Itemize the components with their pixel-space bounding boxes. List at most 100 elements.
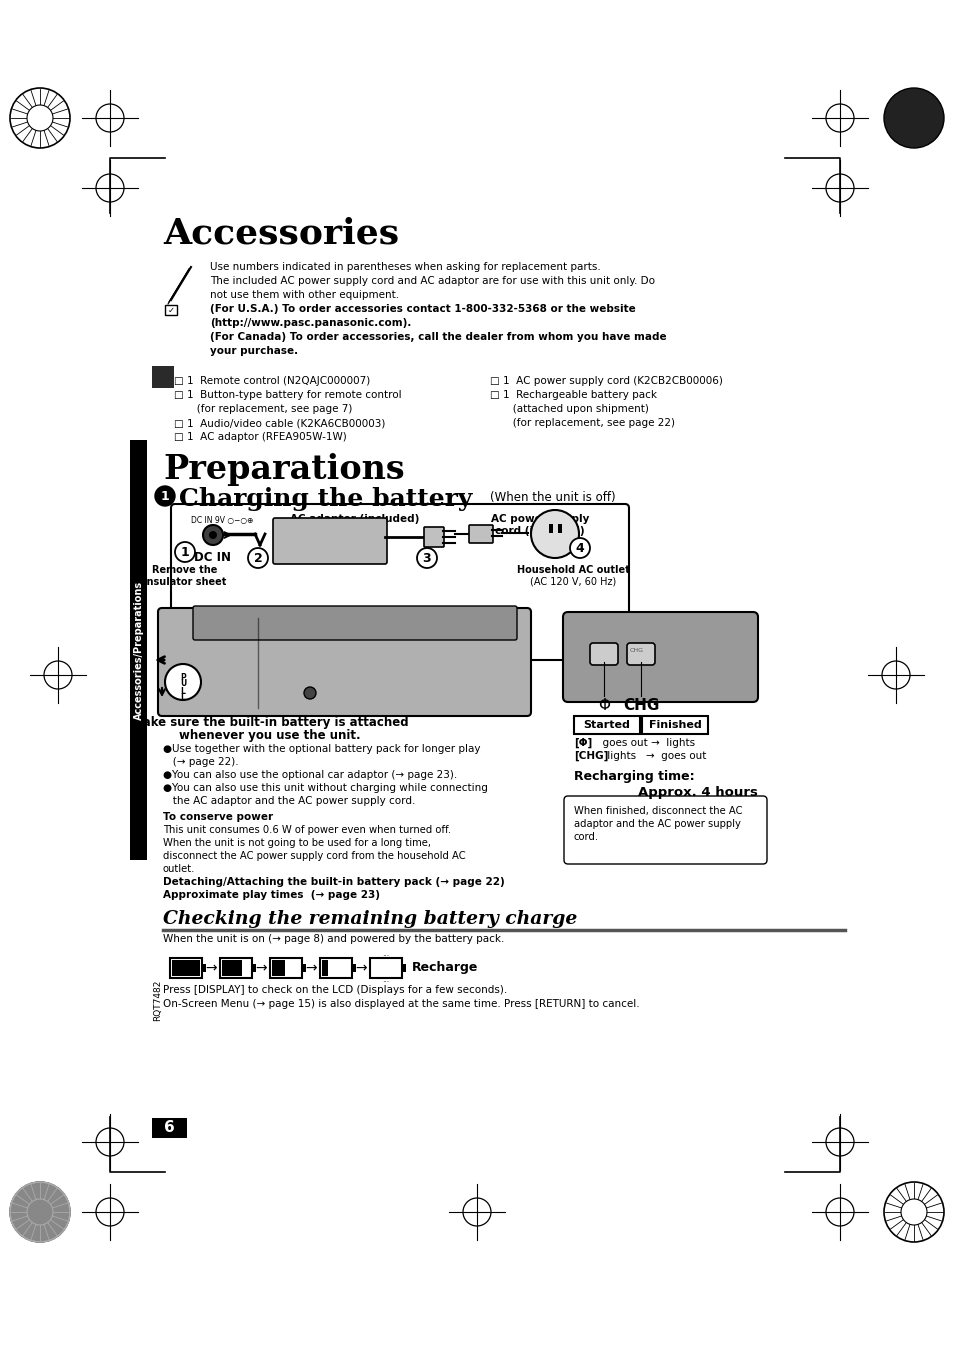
Text: U: U xyxy=(180,680,186,689)
Text: Press [DISPLAY] to check on the LCD (Displays for a few seconds).: Press [DISPLAY] to check on the LCD (Dis… xyxy=(163,985,507,994)
Text: □ 1  Audio/video cable (K2KA6CB00003): □ 1 Audio/video cable (K2KA6CB00003) xyxy=(173,417,385,428)
Text: DC IN: DC IN xyxy=(194,551,232,563)
Text: →: → xyxy=(305,961,316,975)
Circle shape xyxy=(10,88,70,149)
Text: Household AC outlet: Household AC outlet xyxy=(517,565,629,576)
Bar xyxy=(370,958,401,978)
Circle shape xyxy=(165,663,201,700)
Text: □ 1  AC power supply cord (K2CB2CB00006): □ 1 AC power supply cord (K2CB2CB00006) xyxy=(490,376,722,386)
FancyBboxPatch shape xyxy=(193,607,517,640)
Text: When finished, disconnect the AC: When finished, disconnect the AC xyxy=(574,807,741,816)
Text: The included AC power supply cord and AC adaptor are for use with this unit only: The included AC power supply cord and AC… xyxy=(210,276,655,286)
Bar xyxy=(322,961,327,975)
Text: Recharging time:: Recharging time: xyxy=(574,770,694,784)
Bar xyxy=(220,958,252,978)
Bar xyxy=(270,958,302,978)
FancyBboxPatch shape xyxy=(641,716,707,734)
Text: Approx. 4 hours: Approx. 4 hours xyxy=(638,786,758,798)
Text: DC IN 9V ○−○⊕: DC IN 9V ○−○⊕ xyxy=(191,516,253,526)
Text: goes out →  lights: goes out → lights xyxy=(596,738,695,748)
Text: □ 1  Rechargeable battery pack: □ 1 Rechargeable battery pack xyxy=(490,390,657,400)
Text: ●You can also use this unit without charging while connecting: ●You can also use this unit without char… xyxy=(163,784,487,793)
Text: CHG: CHG xyxy=(629,648,643,654)
Text: [CHG]: [CHG] xyxy=(574,751,608,761)
Bar xyxy=(558,524,561,534)
FancyBboxPatch shape xyxy=(574,716,639,734)
Circle shape xyxy=(174,542,194,562)
FancyBboxPatch shape xyxy=(562,612,758,703)
Circle shape xyxy=(569,538,589,558)
Bar xyxy=(152,366,173,388)
Text: insulator sheet: insulator sheet xyxy=(143,577,227,586)
Text: Remove the: Remove the xyxy=(152,565,217,576)
Bar xyxy=(165,305,177,315)
Text: (For Canada) To order accessories, call the dealer from whom you have made: (For Canada) To order accessories, call … xyxy=(210,332,666,342)
Circle shape xyxy=(27,105,53,131)
Text: (attached upon shipment): (attached upon shipment) xyxy=(490,404,648,413)
Text: (For U.S.A.) To order accessories contact 1-800-332-5368 or the website: (For U.S.A.) To order accessories contac… xyxy=(210,304,635,313)
Text: RQT7482: RQT7482 xyxy=(153,979,162,1021)
Text: To conserve power: To conserve power xyxy=(163,812,273,821)
Text: ...: ... xyxy=(382,975,389,985)
Text: (When the unit is off): (When the unit is off) xyxy=(490,490,615,504)
Text: Φ: Φ xyxy=(598,698,609,713)
Circle shape xyxy=(248,549,268,567)
Bar xyxy=(302,965,306,971)
FancyBboxPatch shape xyxy=(589,643,618,665)
Text: 2: 2 xyxy=(253,551,262,565)
Text: Charging the battery: Charging the battery xyxy=(179,486,472,511)
Text: ●Use together with the optional battery pack for longer play: ●Use together with the optional battery … xyxy=(163,744,480,754)
Text: (for replacement, see page 7): (for replacement, see page 7) xyxy=(173,404,352,413)
Text: L: L xyxy=(180,693,185,701)
Text: Make sure the built-in battery is attached: Make sure the built-in battery is attach… xyxy=(132,716,409,730)
Circle shape xyxy=(154,486,174,507)
Bar xyxy=(202,965,206,971)
Text: your purchase.: your purchase. xyxy=(210,346,297,357)
Text: (for replacement, see page 22): (for replacement, see page 22) xyxy=(490,417,675,428)
Bar xyxy=(548,524,553,534)
Bar xyxy=(319,958,352,978)
Text: 3: 3 xyxy=(422,551,431,565)
Text: □ 1  Button-type battery for remote control: □ 1 Button-type battery for remote contr… xyxy=(173,390,401,400)
FancyBboxPatch shape xyxy=(626,643,655,665)
Text: cord.: cord. xyxy=(574,832,598,842)
Text: When the unit is on (→ page 8) and powered by the battery pack.: When the unit is on (→ page 8) and power… xyxy=(163,934,504,944)
Text: 4: 4 xyxy=(575,542,584,554)
Bar xyxy=(222,961,242,975)
Text: Accessories/Preparations: Accessories/Preparations xyxy=(133,581,143,720)
FancyBboxPatch shape xyxy=(171,504,628,661)
Bar xyxy=(252,965,255,971)
Bar xyxy=(130,440,147,861)
Bar xyxy=(401,965,406,971)
Text: →: → xyxy=(205,961,216,975)
Text: Recharge: Recharge xyxy=(412,962,477,974)
Bar xyxy=(352,965,355,971)
Text: ✓: ✓ xyxy=(168,305,174,315)
Circle shape xyxy=(27,1198,53,1225)
Text: ...: ... xyxy=(382,950,389,958)
FancyBboxPatch shape xyxy=(423,527,443,547)
Text: □ 1  Remote control (N2QAJC000007): □ 1 Remote control (N2QAJC000007) xyxy=(173,376,370,386)
Text: P: P xyxy=(180,673,186,681)
Circle shape xyxy=(900,1198,926,1225)
Circle shape xyxy=(10,1182,70,1242)
Text: (AC 120 V, 60 Hz): (AC 120 V, 60 Hz) xyxy=(529,577,616,586)
Text: Started: Started xyxy=(583,720,630,730)
Circle shape xyxy=(883,88,943,149)
Bar xyxy=(152,1119,187,1138)
Text: →: → xyxy=(254,961,267,975)
Text: 1: 1 xyxy=(180,546,190,558)
Text: On-Screen Menu (→ page 15) is also displayed at the same time. Press [RETURN] to: On-Screen Menu (→ page 15) is also displ… xyxy=(163,998,639,1009)
Text: not use them with other equipment.: not use them with other equipment. xyxy=(210,290,398,300)
Text: →: → xyxy=(355,961,366,975)
Text: L: L xyxy=(180,686,185,696)
Bar xyxy=(172,961,200,975)
Text: (http://www.pasc.panasonic.com).: (http://www.pasc.panasonic.com). xyxy=(210,317,411,328)
Text: Approximate play times  (→ page 23): Approximate play times (→ page 23) xyxy=(163,890,379,900)
Text: (→ page 22).: (→ page 22). xyxy=(163,757,238,767)
FancyBboxPatch shape xyxy=(158,608,531,716)
Circle shape xyxy=(304,688,315,698)
Circle shape xyxy=(203,526,223,544)
Text: outlet.: outlet. xyxy=(163,865,195,874)
Text: AC power supply: AC power supply xyxy=(490,513,589,524)
